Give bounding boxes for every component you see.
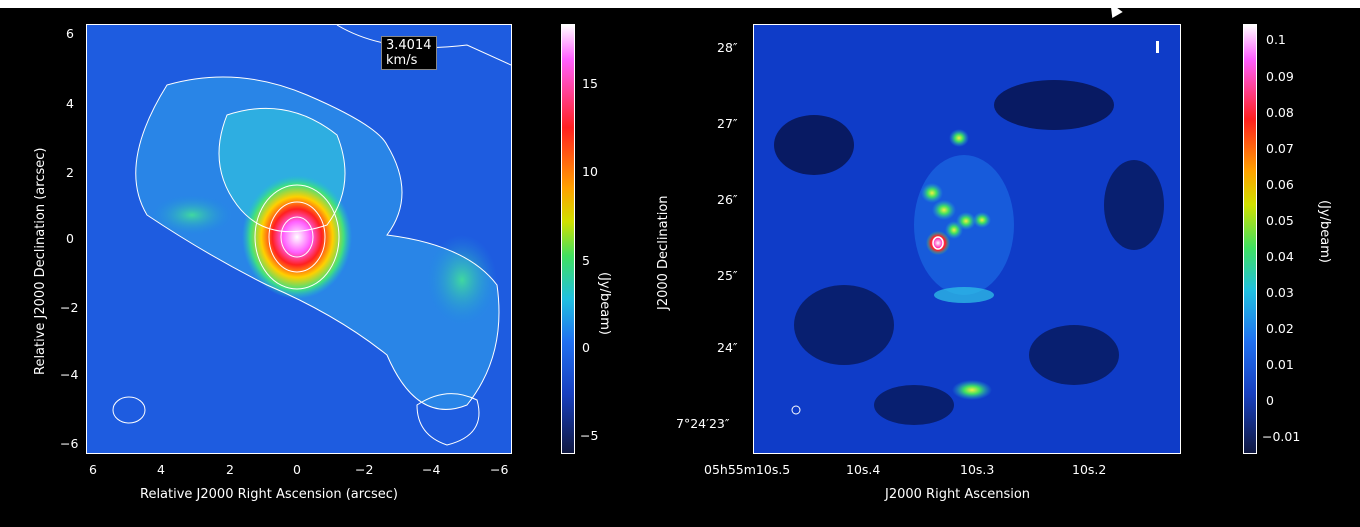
x-tick: 05h55m10s.5	[704, 462, 791, 477]
x-tick: 10s.4	[846, 462, 881, 477]
y-tick: 26″	[717, 192, 738, 207]
colorbar-tick: 0	[582, 340, 590, 355]
left-colorbar-label: (Jy/beam)	[597, 272, 612, 335]
colorbar-tick: −5	[580, 428, 599, 443]
x-tick: 10s.3	[960, 462, 995, 477]
left-colorbar	[561, 24, 575, 454]
colorbar-tick: −0.01	[1262, 429, 1301, 444]
x-tick: 6	[89, 462, 97, 477]
right-y-axis-label: J2000 Declination	[656, 195, 671, 310]
x-tick: 4	[157, 462, 165, 477]
y-tick: 4	[66, 96, 74, 111]
left-map-svg	[87, 25, 511, 453]
y-tick: 2	[66, 165, 74, 180]
right-x-axis-label: J2000 Right Ascension	[885, 487, 1031, 502]
y-tick: −4	[60, 367, 79, 382]
y-tick: 6	[66, 26, 74, 41]
velocity-badge: 3.4014 km/s	[381, 36, 437, 70]
colorbar-tick: 0.07	[1266, 141, 1294, 156]
x-tick: −4	[422, 462, 441, 477]
y-tick: 25″	[717, 268, 738, 283]
y-tick: 27″	[717, 116, 738, 131]
y-tick: −6	[60, 436, 79, 451]
y-tick: 0	[66, 231, 74, 246]
x-tick: 0	[293, 462, 301, 477]
y-tick: 24″	[717, 340, 738, 355]
x-tick: 2	[226, 462, 234, 477]
x-tick: −6	[490, 462, 509, 477]
colorbar-tick: 5	[582, 253, 590, 268]
x-tick: −2	[355, 462, 374, 477]
colorbar-tick: 0.02	[1266, 321, 1294, 336]
left-intensity-map[interactable]	[86, 24, 512, 454]
colorbar-tick: 15	[582, 76, 598, 91]
y-tick: 28″	[717, 40, 738, 55]
left-x-axis-label: Relative J2000 Right Ascension (arcsec)	[140, 487, 398, 502]
colorbar-tick: 0.06	[1266, 177, 1294, 192]
right-map-svg	[754, 25, 1180, 453]
left-y-axis-label: Relative J2000 Declination (arcsec)	[33, 147, 48, 375]
colorbar-tick: 0	[1266, 393, 1274, 408]
colorbar-tick: 10	[582, 164, 598, 179]
y-tick: 7°24′23″	[676, 416, 730, 431]
colorbar-tick: 0.03	[1266, 285, 1294, 300]
colorbar-tick: 0.08	[1266, 105, 1294, 120]
right-intensity-map[interactable]	[753, 24, 1181, 454]
colorbar-tick: 0.1	[1266, 32, 1286, 47]
right-colorbar	[1243, 24, 1257, 454]
y-tick: −2	[60, 300, 79, 315]
window-top-strip	[0, 0, 1360, 8]
right-colorbar-label: (Jy/beam)	[1317, 200, 1332, 263]
colorbar-tick: 0.01	[1266, 357, 1294, 372]
colorbar-tick: 0.09	[1266, 69, 1294, 84]
colorbar-tick: 0.05	[1266, 213, 1294, 228]
colorbar-tick: 0.04	[1266, 249, 1294, 264]
x-tick: 10s.2	[1072, 462, 1107, 477]
